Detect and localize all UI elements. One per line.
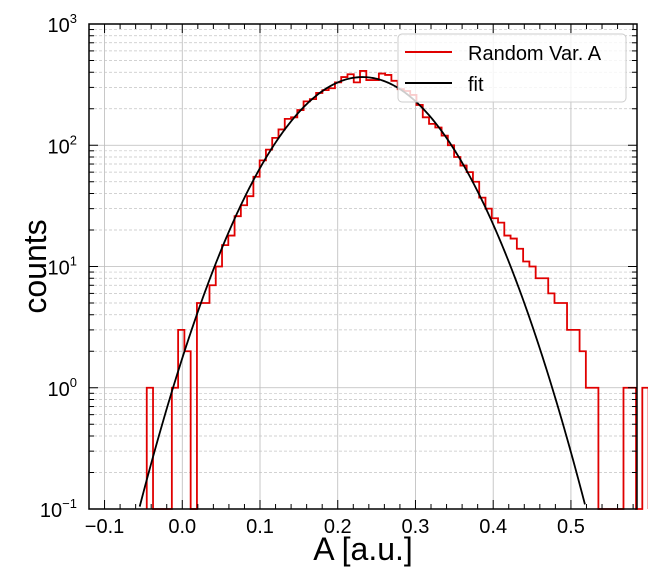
legend-label-fit: fit xyxy=(468,74,484,96)
histogram-step-line xyxy=(145,70,648,510)
y-tick-label: 103 xyxy=(48,11,77,37)
y-tick-label: 100 xyxy=(48,375,77,401)
legend-box xyxy=(397,33,627,103)
y-tick-label: 101 xyxy=(48,254,77,280)
legend-label-random-var-a: Random Var. A xyxy=(468,43,602,65)
fit-series xyxy=(138,76,586,507)
histogram-series xyxy=(145,70,648,510)
ticks: −0.1 0.0 0.1 0.2 0.3 0.4 0.5 10−1 100 101 102 103 xyxy=(40,11,637,538)
x-tick-label: 0.3 xyxy=(402,516,430,538)
y-tick-label: 10−1 xyxy=(40,496,77,522)
x-axis-title: A [a.u.] xyxy=(313,531,413,567)
x-tick-label: 0.1 xyxy=(246,516,274,538)
x-tick-label: 0.4 xyxy=(479,516,507,538)
y-axis-title: counts xyxy=(17,219,53,313)
y-tick-label: 102 xyxy=(48,132,77,158)
legend: Random Var. A fit xyxy=(397,33,627,103)
gaussian-fit-curve xyxy=(138,76,586,507)
x-tick-label: 0.0 xyxy=(168,516,196,538)
x-tick-label: 0.2 xyxy=(324,516,352,538)
x-tick-label: −0.1 xyxy=(85,516,124,538)
x-tick-label: 0.5 xyxy=(557,516,585,538)
